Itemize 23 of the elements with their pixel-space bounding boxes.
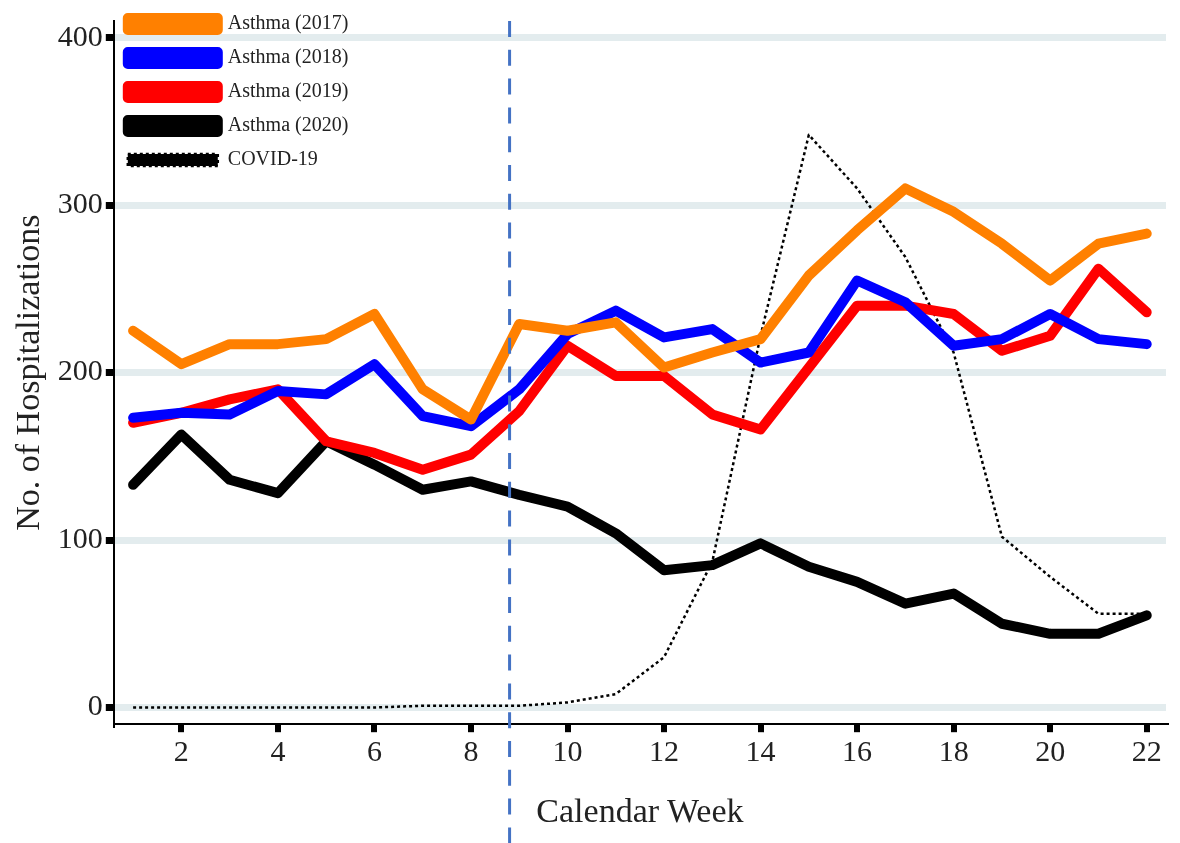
y-tick-label: 400: [57, 18, 103, 52]
x-tick-label: 18: [938, 734, 969, 768]
y-axis-title: No. of Hospitalizations: [9, 214, 47, 531]
legend-label: Asthma (2018): [227, 45, 349, 69]
y-tick-label: 200: [57, 353, 103, 387]
y-tick-label: 300: [57, 186, 103, 220]
x-axis-title: Calendar Week: [536, 791, 744, 829]
x-tick-label: 6: [366, 734, 382, 768]
x-tick-label: 10: [552, 734, 583, 768]
legend-label: Asthma (2017): [227, 11, 349, 35]
x-tick-label: 14: [745, 734, 776, 768]
x-tick-label: 8: [463, 734, 479, 768]
x-tick-label: 2: [173, 734, 189, 768]
x-tick-label: 12: [649, 734, 680, 768]
y-tick-label: 100: [57, 520, 103, 554]
y-tick-label: 0: [87, 688, 103, 722]
legend-label: Asthma (2019): [227, 79, 349, 103]
x-tick-label: 4: [270, 734, 286, 768]
legend-label: Asthma (2020): [227, 113, 349, 137]
x-tick-label: 20: [1035, 734, 1066, 768]
x-tick-label: 22: [1131, 734, 1162, 768]
legend-label: COVID-19: [227, 147, 318, 170]
x-tick-label: 16: [842, 734, 873, 768]
